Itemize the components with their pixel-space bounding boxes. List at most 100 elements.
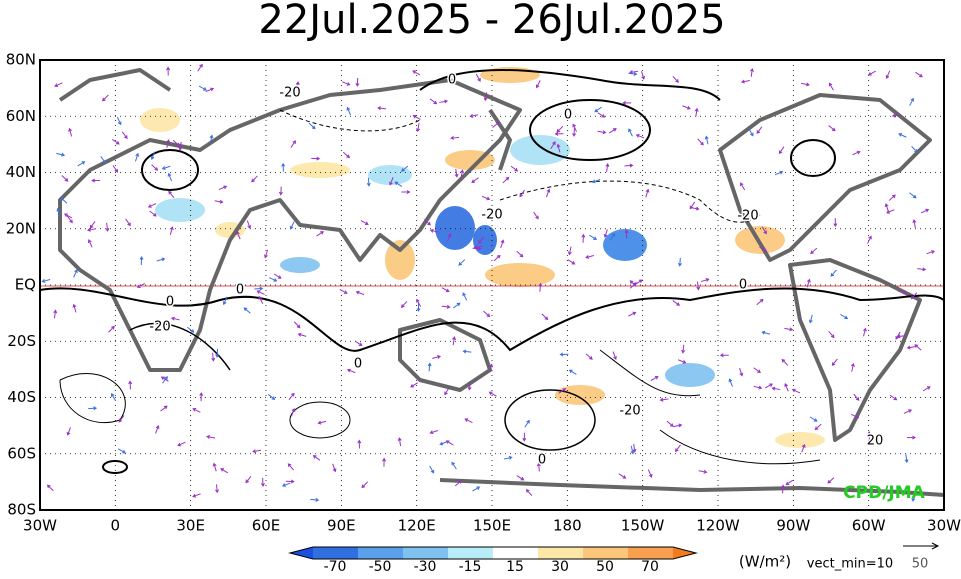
wind-vector xyxy=(46,484,54,492)
wind-vector xyxy=(500,239,505,248)
colorbar-label: -15 xyxy=(459,559,482,575)
wind-vector xyxy=(61,175,69,182)
wind-vector xyxy=(609,232,615,241)
colorbar-label: 15 xyxy=(506,559,524,575)
wind-vector xyxy=(177,441,186,447)
wind-vector xyxy=(597,112,606,118)
wind-vector xyxy=(222,296,228,306)
lat-label: 40N xyxy=(6,163,36,181)
contour-label: -20 xyxy=(619,404,640,419)
wind-vector xyxy=(850,413,860,419)
wind-vector xyxy=(462,292,468,301)
wind-vector xyxy=(554,131,564,136)
wind-vector xyxy=(215,348,220,358)
wind-vector xyxy=(784,383,789,392)
wind-vector xyxy=(366,177,371,187)
wind-vector xyxy=(361,481,369,489)
wind-vector xyxy=(740,182,746,191)
wind-vector xyxy=(278,186,283,196)
colorbar-label: -30 xyxy=(414,559,437,575)
wind-vector xyxy=(212,462,217,472)
shading xyxy=(140,67,825,448)
wind-vector xyxy=(156,257,166,262)
colorbar-label: -70 xyxy=(324,559,347,575)
wind-vector xyxy=(910,292,918,300)
wind-vector xyxy=(810,247,818,255)
wind-vector xyxy=(920,208,930,214)
wind-vector xyxy=(342,151,351,159)
wind-vector xyxy=(759,246,768,252)
lon-label: 120E xyxy=(398,517,436,535)
wind-vector xyxy=(677,359,687,364)
wind-vector xyxy=(524,419,530,428)
wind-vector xyxy=(863,327,867,337)
wind-vector xyxy=(922,386,931,392)
wind-vector xyxy=(308,122,316,130)
wind-vector xyxy=(536,462,541,472)
wind-vector xyxy=(53,309,58,319)
wind-vector xyxy=(118,415,125,423)
wind-vector xyxy=(603,229,608,238)
lon-label: 0 xyxy=(111,517,121,535)
wind-vector xyxy=(246,220,252,230)
wind-vector xyxy=(533,211,539,220)
wind-vector xyxy=(885,70,891,80)
wind-vector xyxy=(809,416,818,422)
wind-vector xyxy=(867,70,876,76)
wind-vector xyxy=(632,443,637,453)
wind-vector xyxy=(60,197,68,204)
wind-vector xyxy=(556,143,561,153)
wind-vector xyxy=(317,420,327,425)
wind-vector xyxy=(833,218,838,228)
wind-vector xyxy=(149,210,157,217)
wind-vector xyxy=(483,310,491,318)
wind-vector xyxy=(489,363,494,373)
wind-vector xyxy=(659,397,669,402)
lon-label: 150E xyxy=(473,517,511,535)
wind-vector xyxy=(401,165,409,172)
wind-vector xyxy=(629,282,637,289)
wind-vector xyxy=(898,133,907,138)
wind-vector xyxy=(88,406,98,411)
lat-label: EQ xyxy=(15,276,36,294)
wind-vector xyxy=(728,378,733,387)
wind-vector xyxy=(591,178,601,184)
contour-label: -20 xyxy=(279,86,300,101)
wind-vector xyxy=(567,246,572,256)
wind-vector xyxy=(594,106,602,113)
wind-vector xyxy=(355,290,365,296)
wind-vector xyxy=(624,163,634,168)
wind-vector xyxy=(166,139,171,148)
wind-vector xyxy=(427,362,432,372)
wind-vector xyxy=(412,114,421,120)
wind-vector xyxy=(739,367,744,377)
wind-vector xyxy=(264,249,269,259)
wind-vector xyxy=(205,87,215,92)
wind-vector xyxy=(87,239,93,248)
wind-vector xyxy=(618,473,627,479)
wind-vector xyxy=(251,175,258,183)
wind-vector xyxy=(155,425,160,434)
wind-vector xyxy=(581,233,586,243)
wind-vector xyxy=(450,135,460,140)
wind-vector xyxy=(441,287,450,293)
wind-vector xyxy=(377,106,387,111)
wind-vector xyxy=(439,99,449,104)
wind-vector xyxy=(624,229,629,239)
wind-vector xyxy=(926,250,936,255)
colorbar-label: -50 xyxy=(369,559,392,575)
wind-vector xyxy=(339,289,348,294)
wind-vector xyxy=(187,326,195,333)
wind-vector xyxy=(568,369,577,375)
wind-vector xyxy=(66,215,73,224)
wind-vector xyxy=(401,190,411,195)
wind-vector xyxy=(912,219,917,228)
wind-vector xyxy=(917,267,927,272)
wind-vector xyxy=(791,388,801,394)
wind-vector xyxy=(354,340,363,346)
colorbar-label: 50 xyxy=(596,559,614,575)
wind-vector xyxy=(116,116,122,126)
colorbar-note: vect_min=10 xyxy=(807,557,893,572)
wind-vector xyxy=(840,313,849,320)
wind-vector xyxy=(464,418,473,423)
